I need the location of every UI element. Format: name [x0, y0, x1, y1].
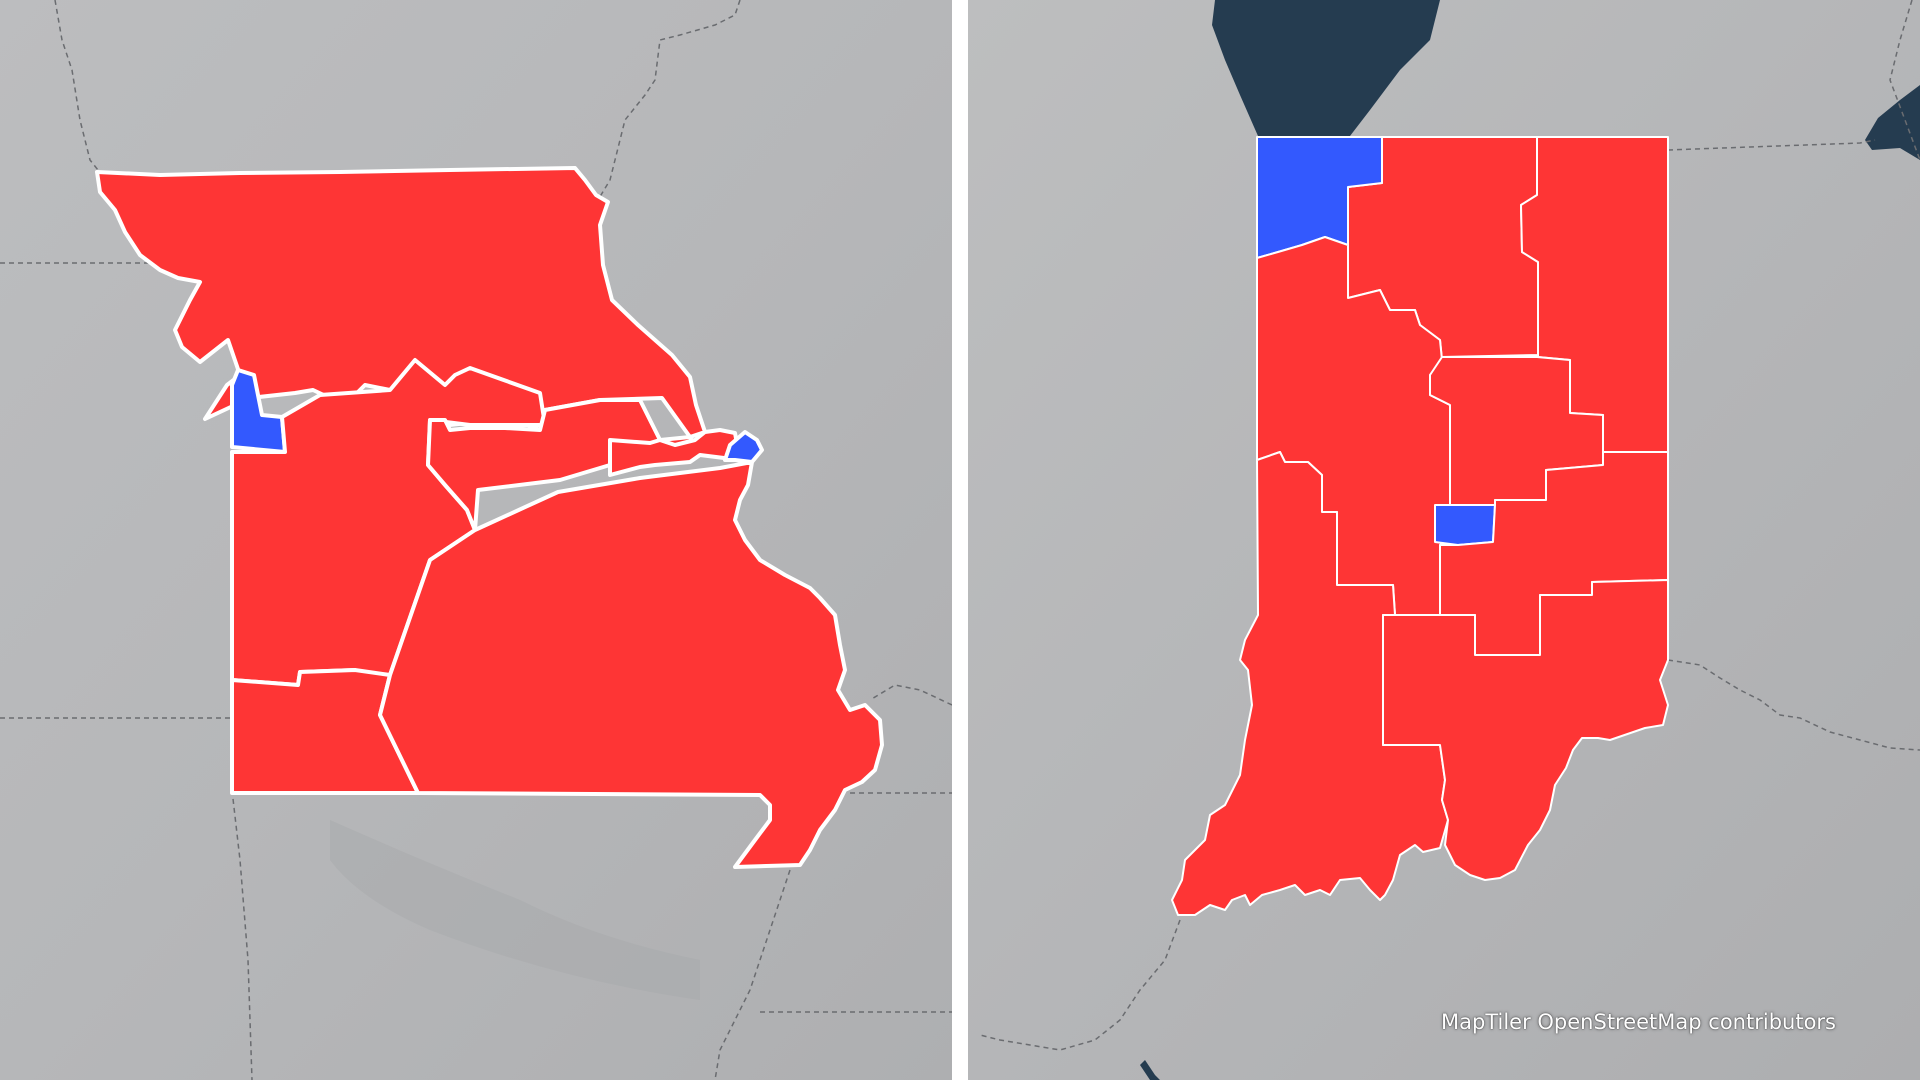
district-mo-3[interactable] [426, 398, 702, 532]
district-in-9[interactable] [1382, 579, 1669, 881]
district-mo-6[interactable] [95, 166, 707, 439]
lake-michigan [1212, 0, 1440, 136]
district-mo-8[interactable] [378, 460, 884, 869]
missouri-map-svg [0, 0, 952, 1080]
indiana-map-svg [968, 0, 1920, 1080]
district-in-7[interactable] [1434, 504, 1496, 546]
map-attribution: MapTiler OpenStreetMap contributors [1441, 1010, 1836, 1034]
indiana-map-panel[interactable] [968, 0, 1920, 1080]
terrain-shading [330, 820, 700, 1000]
missouri-districts [95, 166, 884, 869]
state-boundaries [979, 0, 1920, 1051]
lake-erie [1865, 85, 1920, 160]
district-in-8[interactable] [1171, 451, 1449, 916]
state-boundaries [0, 0, 952, 1080]
river-bottom [1140, 1060, 1160, 1080]
district-mo-1[interactable] [723, 430, 764, 464]
missouri-map-panel[interactable] [0, 0, 952, 1080]
indiana-districts [1171, 136, 1669, 916]
